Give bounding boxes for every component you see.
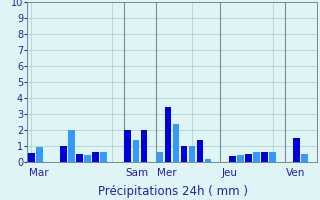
Bar bbox=[84, 155, 91, 162]
Text: Sam: Sam bbox=[125, 168, 148, 178]
Bar bbox=[245, 154, 252, 162]
Text: Jeu: Jeu bbox=[222, 168, 238, 178]
Bar bbox=[165, 107, 171, 162]
Bar bbox=[60, 146, 67, 162]
Bar bbox=[76, 154, 83, 162]
Bar bbox=[293, 138, 300, 162]
Bar bbox=[100, 152, 107, 162]
Text: Ven: Ven bbox=[286, 168, 306, 178]
Bar bbox=[156, 152, 163, 162]
Bar bbox=[261, 152, 268, 162]
Bar bbox=[92, 152, 99, 162]
Bar bbox=[173, 124, 179, 162]
Bar bbox=[301, 154, 308, 162]
Text: Précipitations 24h ( mm ): Précipitations 24h ( mm ) bbox=[98, 185, 248, 198]
Bar bbox=[68, 130, 75, 162]
Bar bbox=[205, 159, 212, 162]
Bar bbox=[124, 130, 131, 162]
Bar bbox=[189, 146, 196, 162]
Bar bbox=[28, 153, 35, 162]
Bar bbox=[237, 155, 244, 162]
Text: Mar: Mar bbox=[29, 168, 48, 178]
Bar bbox=[181, 146, 188, 162]
Bar bbox=[269, 152, 276, 162]
Bar bbox=[197, 140, 204, 162]
Bar bbox=[132, 140, 139, 162]
Bar bbox=[140, 130, 147, 162]
Bar bbox=[253, 152, 260, 162]
Bar bbox=[229, 156, 236, 162]
Bar bbox=[36, 147, 43, 162]
Text: Mer: Mer bbox=[157, 168, 177, 178]
